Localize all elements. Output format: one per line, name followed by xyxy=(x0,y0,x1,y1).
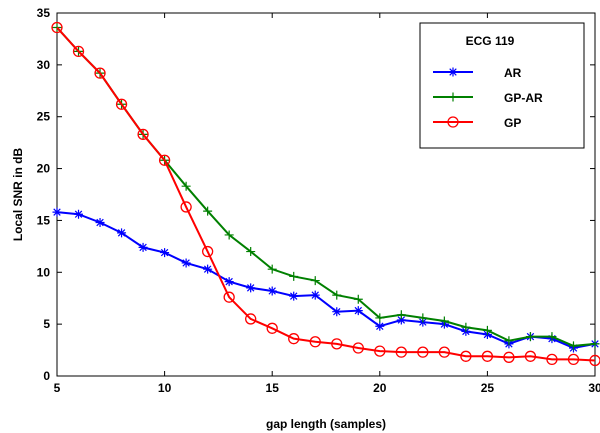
y-tick-label: 0 xyxy=(43,369,50,383)
y-tick-label: 5 xyxy=(43,317,50,331)
data-point xyxy=(288,333,300,345)
x-axis-label: gap length (samples) xyxy=(266,417,386,431)
data-point xyxy=(181,181,191,191)
y-tick-label: 10 xyxy=(37,265,51,279)
legend-swatch-marker xyxy=(448,92,458,102)
y-tick-label: 25 xyxy=(37,110,51,124)
legend-title: ECG 119 xyxy=(466,34,515,48)
legend-label: GP-AR xyxy=(504,91,543,105)
x-tick-label: 20 xyxy=(373,381,387,395)
data-point xyxy=(117,228,127,238)
data-point xyxy=(331,338,343,350)
data-point xyxy=(246,283,256,293)
data-point xyxy=(547,332,557,342)
legend-label: GP xyxy=(504,116,521,130)
series-gp xyxy=(51,21,600,367)
data-point xyxy=(546,353,558,366)
data-point xyxy=(223,291,235,303)
legend-box xyxy=(419,22,585,149)
data-point xyxy=(481,350,494,362)
data-point xyxy=(115,98,128,110)
legend-swatch-marker xyxy=(448,67,458,77)
data-point xyxy=(525,332,535,342)
data-point xyxy=(375,313,385,323)
data-point xyxy=(332,307,342,317)
data-point xyxy=(374,345,386,357)
data-point xyxy=(289,291,299,301)
data-point xyxy=(589,354,600,367)
series-layer xyxy=(51,21,600,367)
data-point xyxy=(353,294,363,304)
data-point xyxy=(417,346,429,358)
data-point xyxy=(95,218,105,228)
data-point xyxy=(590,339,600,349)
data-point xyxy=(460,350,472,362)
data-point xyxy=(461,322,471,332)
data-point xyxy=(332,290,342,300)
y-tick-label: 15 xyxy=(37,213,51,227)
data-point xyxy=(51,21,63,34)
data-point xyxy=(524,350,537,362)
y-tick-label: 20 xyxy=(37,162,51,176)
x-tick-label: 10 xyxy=(158,381,172,395)
data-point xyxy=(439,316,449,326)
data-point xyxy=(137,128,149,140)
data-point xyxy=(396,310,406,320)
data-point xyxy=(418,313,428,323)
data-point xyxy=(245,313,257,325)
data-point xyxy=(203,206,213,216)
data-point xyxy=(289,271,299,281)
series-line xyxy=(56,211,596,350)
data-point xyxy=(94,67,106,79)
data-point xyxy=(224,277,234,287)
data-point xyxy=(181,258,191,268)
data-point xyxy=(267,264,277,274)
data-point xyxy=(246,247,256,257)
data-point xyxy=(224,230,234,240)
data-point xyxy=(396,315,406,325)
x-tick-label: 30 xyxy=(588,381,600,395)
data-point xyxy=(203,264,213,274)
y-tick-label: 30 xyxy=(37,58,51,72)
legend-label: AR xyxy=(504,66,522,80)
data-point xyxy=(158,154,171,166)
data-point xyxy=(353,306,363,316)
data-point xyxy=(160,248,170,258)
data-point xyxy=(438,346,451,358)
data-point xyxy=(52,207,62,217)
data-point xyxy=(267,286,277,296)
data-point xyxy=(395,346,407,358)
data-point xyxy=(74,209,84,219)
data-point xyxy=(567,353,580,366)
y-tick-label: 35 xyxy=(37,6,51,20)
data-point xyxy=(180,201,192,213)
data-point xyxy=(503,351,515,363)
y-axis-label: Local SNR in dB xyxy=(11,147,25,241)
data-point xyxy=(504,336,514,346)
data-point xyxy=(568,341,578,351)
legend-swatch-marker xyxy=(447,116,459,128)
data-point xyxy=(310,290,320,300)
x-tick-label: 5 xyxy=(54,381,61,395)
data-point xyxy=(266,322,278,334)
data-point xyxy=(352,342,364,354)
data-point xyxy=(72,45,85,58)
x-tick-label: 25 xyxy=(481,381,495,395)
x-tick-label: 15 xyxy=(266,381,280,395)
data-point xyxy=(138,242,148,252)
data-point xyxy=(310,276,320,286)
data-point xyxy=(375,321,385,331)
data-point xyxy=(482,325,492,335)
data-point xyxy=(201,245,214,258)
data-point xyxy=(309,336,321,348)
legend: ECG 119 AR GP-AR GP xyxy=(419,22,585,149)
